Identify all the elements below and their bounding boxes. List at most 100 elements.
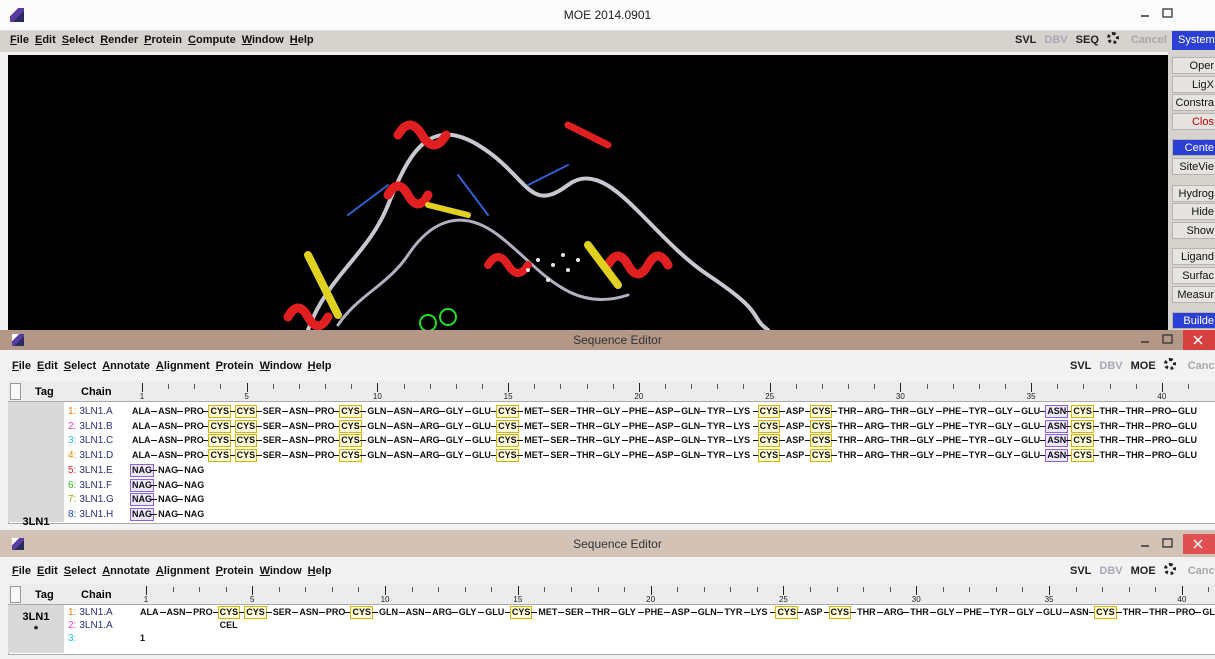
residue[interactable]: THR	[888, 449, 911, 462]
residue[interactable]: SER	[261, 449, 284, 462]
residue[interactable]: THR	[1121, 606, 1144, 619]
toolbar-button[interactable]: SEQ	[1076, 34, 1099, 46]
residue[interactable]: GLN	[679, 420, 702, 433]
residue[interactable]: THR	[908, 606, 931, 619]
residue[interactable]: TYR	[967, 420, 989, 433]
residue[interactable]: LYS	[749, 606, 770, 619]
residue[interactable]: LYS	[731, 449, 752, 462]
residue[interactable]: GLU	[1019, 420, 1042, 433]
residue[interactable]: GLY	[444, 405, 466, 418]
residue[interactable]: SER	[548, 434, 571, 447]
menu-item[interactable]: File	[12, 360, 31, 372]
residue[interactable]: CYS	[218, 606, 241, 619]
residue[interactable]: CYS	[810, 434, 833, 447]
residue[interactable]: CYS	[1071, 449, 1094, 462]
menu-item[interactable]: Protein	[144, 34, 182, 46]
residue[interactable]: CYS	[496, 405, 519, 418]
residue[interactable]: CYS	[339, 434, 362, 447]
residue[interactable]: CYS	[496, 434, 519, 447]
residue[interactable]: CYS	[510, 606, 533, 619]
residue[interactable]: PRO	[313, 420, 337, 433]
residue[interactable]: CYS	[208, 405, 231, 418]
toolbar-button[interactable]: SVL	[1070, 360, 1091, 372]
residue[interactable]: ASN	[165, 606, 188, 619]
residue[interactable]: GLY	[601, 420, 623, 433]
menu-item[interactable]: File	[10, 34, 29, 46]
residue[interactable]: PHE	[627, 449, 650, 462]
residue[interactable]: GLY	[457, 606, 479, 619]
residue[interactable]: ASP	[784, 420, 807, 433]
residue[interactable]: ALA	[130, 449, 153, 462]
residue[interactable]: ASN	[404, 606, 427, 619]
residue[interactable]: TYR	[967, 434, 989, 447]
menu-item[interactable]: Protein	[216, 565, 254, 577]
toolbar-button[interactable]: Canc	[1188, 565, 1215, 577]
residue[interactable]: CYS	[339, 420, 362, 433]
window-controls[interactable]	[1135, 330, 1215, 350]
residue[interactable]: PHE	[941, 449, 964, 462]
residue[interactable]: TYR	[988, 606, 1010, 619]
side-button[interactable]: LigX	[1172, 76, 1215, 93]
residue[interactable]: SER	[271, 606, 294, 619]
residue[interactable]: GLN	[377, 606, 400, 619]
residue[interactable]: THR	[855, 606, 878, 619]
menu-item[interactable]: Help	[290, 34, 314, 46]
residue[interactable]: LYS	[731, 405, 752, 418]
residue[interactable]: ALA	[130, 434, 153, 447]
residue[interactable]: PRO	[191, 606, 215, 619]
residue[interactable]: THR	[575, 449, 598, 462]
residue[interactable]: CYS	[1071, 434, 1094, 447]
residue[interactable]: THR	[836, 420, 859, 433]
residue[interactable]: GLU	[1041, 606, 1064, 619]
residue[interactable]: PHE	[627, 420, 650, 433]
residue[interactable]: GLN	[365, 434, 388, 447]
residue[interactable]: GLY	[616, 606, 638, 619]
residue[interactable]: SER	[261, 434, 284, 447]
menu-item[interactable]: Render	[100, 34, 138, 46]
menu-item[interactable]: Edit	[37, 565, 58, 577]
residue[interactable]: PRO	[324, 606, 348, 619]
residue[interactable]: PRO	[313, 449, 337, 462]
residue[interactable]: LYS	[731, 420, 752, 433]
residue[interactable]: CYS	[235, 449, 258, 462]
residue[interactable]: SER	[548, 449, 571, 462]
residue[interactable]: GLY	[601, 449, 623, 462]
residue[interactable]: NAG	[182, 493, 206, 506]
residue[interactable]: THR	[1098, 434, 1121, 447]
residue[interactable]: ALA	[138, 606, 161, 619]
residue[interactable]: TYR	[722, 606, 744, 619]
side-button[interactable]: Constra	[1172, 94, 1215, 111]
residue[interactable]: TYR	[705, 449, 727, 462]
residue[interactable]: CYS	[758, 449, 781, 462]
side-button[interactable]: Surfac	[1172, 267, 1215, 284]
residue[interactable]: PHE	[941, 434, 964, 447]
residue[interactable]: GLN	[365, 420, 388, 433]
menu-item[interactable]: Alignment	[156, 360, 210, 372]
residue[interactable]: THR	[1098, 420, 1121, 433]
residue[interactable]: ARG	[882, 606, 906, 619]
residue[interactable]: THR	[888, 420, 911, 433]
menu-item[interactable]: Window	[260, 360, 302, 372]
residue[interactable]: GLN	[679, 405, 702, 418]
residue[interactable]: ASN	[156, 449, 179, 462]
window-controls[interactable]	[1135, 534, 1215, 554]
residue[interactable]: SER	[548, 405, 571, 418]
toolbar-button[interactable]: DBV	[1099, 360, 1122, 372]
menu-item[interactable]: Select	[64, 360, 96, 372]
residue[interactable]: ASN	[1045, 405, 1068, 418]
menu-item[interactable]: File	[12, 565, 31, 577]
residue[interactable]: CYS	[235, 420, 258, 433]
residue[interactable]: THR	[575, 405, 598, 418]
residue[interactable]: GLN	[365, 449, 388, 462]
residue[interactable]: CYS	[810, 449, 833, 462]
molecule-viewer[interactable]	[8, 55, 1168, 330]
residue[interactable]: ASP	[669, 606, 692, 619]
residue[interactable]: ALA	[130, 405, 153, 418]
residue[interactable]: CYS	[339, 449, 362, 462]
residue[interactable]: CYS	[244, 606, 267, 619]
residue[interactable]: ASN	[287, 449, 310, 462]
toolbar-button[interactable]: SVL	[1070, 565, 1091, 577]
residue[interactable]: THR	[1147, 606, 1170, 619]
residue[interactable]: CYS	[350, 606, 373, 619]
residue[interactable]: GLU	[483, 606, 506, 619]
